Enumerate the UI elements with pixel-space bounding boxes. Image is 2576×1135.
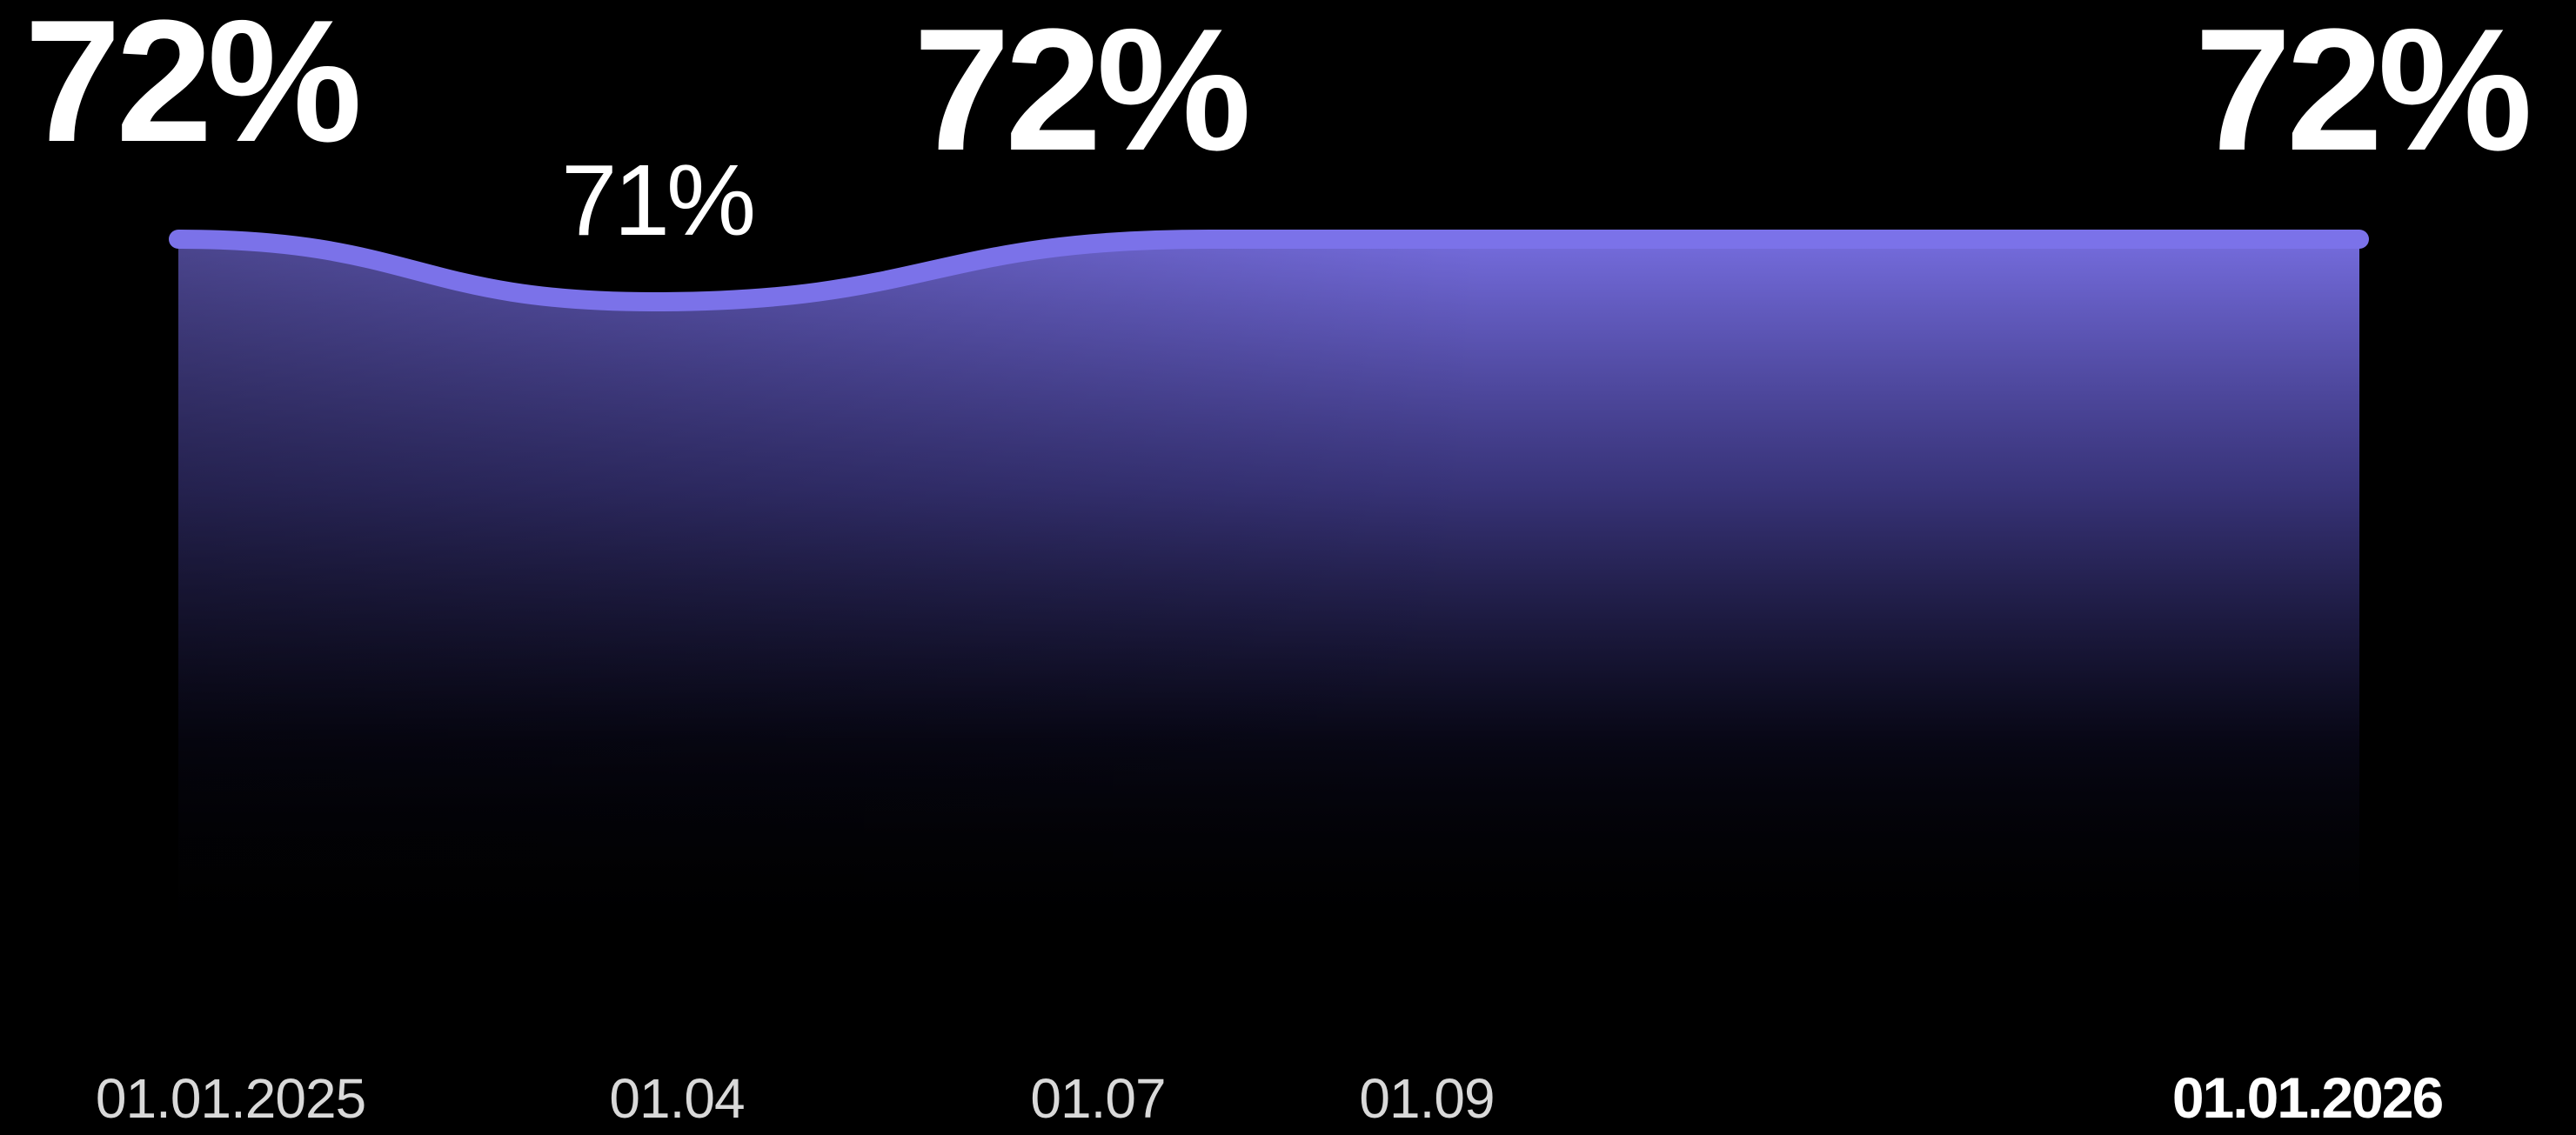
x-tick-label: 01.01.2025 <box>96 1067 365 1130</box>
area-layer <box>178 239 2359 957</box>
value-label: 72% <box>24 0 358 178</box>
x-tick-label: 01.01.2026 <box>2172 1065 2443 1130</box>
series-line <box>169 229 2369 312</box>
x-tick-label: 01.04 <box>609 1067 744 1130</box>
value-label: 72% <box>2195 0 2528 187</box>
x-tick-label: 01.09 <box>1359 1067 1494 1130</box>
x-axis-ticks: 01.01.2025 01.04 01.07 01.09 01.01.2026 <box>96 1065 2445 1130</box>
value-label: 71% <box>561 144 753 257</box>
x-tick-label: 01.07 <box>1030 1067 1165 1130</box>
value-label: 72% <box>913 0 1247 187</box>
value-labels: 72% 71% 72% 72% <box>24 0 2533 257</box>
line-layer <box>169 229 2369 312</box>
area-shade <box>178 239 2359 957</box>
